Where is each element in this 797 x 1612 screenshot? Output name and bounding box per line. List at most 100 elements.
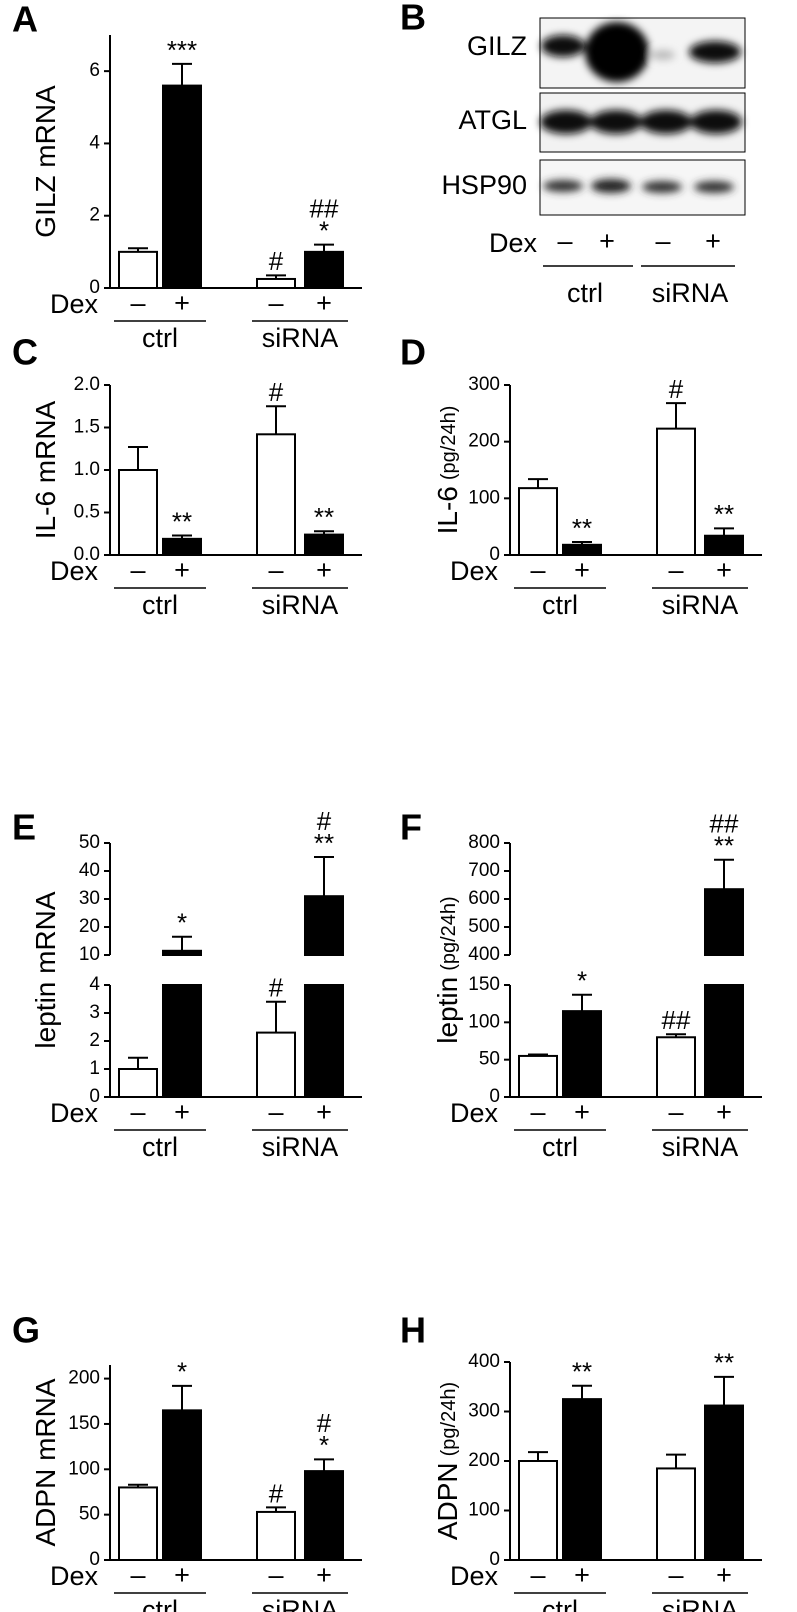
group-label: ctrl — [542, 590, 578, 620]
panel-label: A — [12, 0, 38, 40]
panel-label: G — [12, 1310, 40, 1351]
y-label-text: leptin mRNA — [30, 891, 61, 1048]
band — [640, 110, 692, 134]
panel-label: H — [400, 1310, 426, 1351]
annotation: ** — [714, 831, 734, 861]
panel-label: B — [400, 0, 426, 38]
x-axis-label: Dex — [50, 289, 99, 319]
y-tick-label: 150 — [468, 974, 500, 995]
x-tick-label: + — [316, 555, 332, 585]
annotation: * — [177, 1357, 187, 1387]
x-tick-label: – — [668, 1097, 683, 1127]
x-axis-label: Dex — [450, 1098, 499, 1128]
y-tick-label: 2.0 — [74, 374, 100, 395]
x-axis-label: Dex — [450, 556, 499, 586]
y-tick-label: 200 — [468, 431, 500, 452]
y-label-unit: (pg/24h) — [438, 1382, 460, 1457]
bar — [704, 534, 744, 557]
band — [694, 181, 734, 193]
y-tick-label: 0 — [89, 277, 100, 298]
annotation: ** — [172, 506, 192, 536]
lane-label: + — [599, 226, 615, 256]
bar — [562, 1398, 602, 1561]
y-tick-label: 300 — [468, 1401, 500, 1422]
x-tick-label: + — [174, 288, 190, 318]
band — [540, 110, 592, 134]
y-tick-label: 400 — [468, 944, 500, 965]
annotation: # — [269, 377, 284, 407]
annotation: ** — [572, 1357, 592, 1387]
bands — [540, 22, 742, 193]
annotation: ## — [710, 809, 739, 839]
y-tick-label: 4 — [89, 132, 100, 153]
bar — [118, 1486, 158, 1562]
y-axis-label: GILZ mRNA — [30, 85, 61, 238]
x-tick-label: – — [268, 555, 283, 585]
bar — [704, 984, 744, 1098]
y-tick-label: 0 — [89, 1086, 100, 1107]
x-label: Dex — [489, 228, 538, 258]
y-tick-label: 0 — [489, 1086, 500, 1107]
bar-panel: C0.00.51.01.52.0IL-6 mRNA–**+#–**+Dexctr… — [12, 332, 362, 620]
x-tick-label: + — [316, 1097, 332, 1127]
bar — [518, 1054, 558, 1099]
y-tick-label: 10 — [79, 944, 100, 965]
bar — [304, 984, 344, 1098]
group-label: siRNA — [262, 590, 339, 620]
group-label: siRNA — [652, 278, 729, 308]
group-label: siRNA — [262, 1132, 339, 1162]
bar — [656, 1036, 696, 1099]
y-tick-label: 0.0 — [74, 544, 100, 565]
y-label-unit: (pg/24h) — [438, 896, 460, 971]
bar — [162, 949, 202, 956]
x-axis-label: Dex — [450, 1561, 499, 1591]
y-tick-label: 200 — [68, 1368, 100, 1389]
x-tick-label: + — [716, 1560, 732, 1590]
y-tick-label: 3 — [89, 1002, 100, 1023]
bar — [562, 543, 602, 556]
x-tick-label: – — [530, 1097, 545, 1127]
bar — [162, 537, 202, 556]
bar — [162, 1409, 202, 1562]
y-tick-label: 50 — [79, 1504, 100, 1525]
x-tick-label: + — [174, 1097, 190, 1127]
group-label: ctrl — [542, 1132, 578, 1162]
annotation: ** — [714, 1348, 734, 1378]
y-tick-label: 0.5 — [74, 502, 100, 523]
bar — [162, 84, 202, 289]
bar — [304, 250, 344, 290]
y-label-text: leptin — [432, 977, 463, 1044]
y-tick-label: 1 — [89, 1058, 100, 1079]
band — [590, 110, 642, 134]
annotation: ** — [572, 513, 592, 543]
y-tick-label: 100 — [468, 1011, 500, 1032]
y-axis-label: IL-6 mRNA — [30, 400, 61, 539]
annotation: # — [269, 246, 284, 276]
y-tick-label: 1.5 — [74, 417, 100, 438]
annotation: ## — [662, 1005, 691, 1035]
y-tick-label: 20 — [79, 916, 100, 937]
panel-label: C — [12, 332, 38, 373]
x-axis-label: Dex — [50, 556, 99, 586]
x-tick-label: – — [268, 1560, 283, 1590]
x-axis-label: Dex — [50, 1561, 99, 1591]
annotation: ## — [310, 194, 339, 224]
y-tick-label: 2 — [89, 1030, 100, 1051]
x-tick-label: + — [716, 555, 732, 585]
y-label-text: IL-6 mRNA — [30, 400, 61, 539]
x-tick-label: – — [130, 555, 145, 585]
band — [642, 181, 682, 193]
annotation: *** — [167, 35, 197, 65]
bar-panel: F 0 50 100 150 400 500 600 700 800 leptin (pg/24h) –… — [400, 807, 762, 1162]
bar — [256, 1031, 296, 1098]
bar — [256, 1510, 296, 1561]
group-label: siRNA — [662, 1132, 739, 1162]
y-axis-label: leptin (pg/24h) — [432, 896, 463, 1043]
bar-panel: A 0 2 4 6 GILZ mRNA – *** + # – *## + Dex ctrl siRNA — [12, 0, 362, 353]
annotation: * — [319, 216, 329, 246]
y-label-text: IL-6 — [432, 486, 463, 534]
y-tick-label: 400 — [468, 1351, 500, 1372]
annotation: ** — [714, 499, 734, 529]
